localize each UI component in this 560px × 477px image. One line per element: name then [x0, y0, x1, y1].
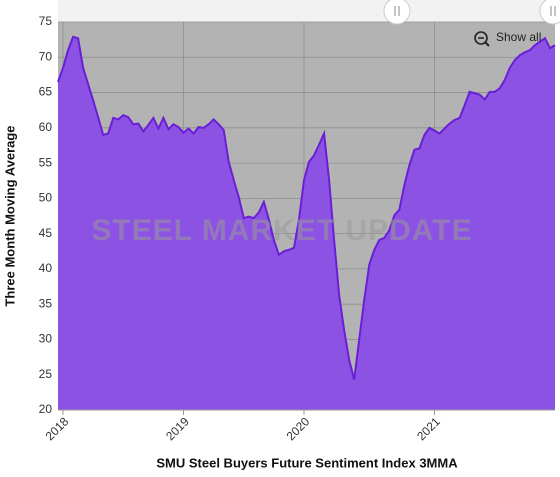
y-tick-label: 55 [39, 155, 53, 169]
y-axis-title: Three Month Moving Average [2, 125, 17, 306]
y-tick-label: 75 [39, 14, 53, 28]
show-all-button[interactable]: Show all [474, 30, 541, 47]
y-tick-label: 65 [39, 85, 53, 99]
navigator-handle[interactable] [383, 0, 411, 25]
y-tick-label: 50 [39, 191, 53, 205]
line [57, 35, 556, 380]
x-tick-label: 2019 [163, 414, 192, 443]
button-label[interactable]: Show all [496, 30, 541, 44]
x-axis-title: SMU Steel Buyers Future Sentiment Index … [156, 455, 458, 470]
watermark: STEEL MARKET UPDATE [91, 214, 472, 247]
navigator-handle[interactable] [539, 0, 560, 25]
y-tick-label: 25 [39, 367, 53, 381]
x-tick-label: 2020 [284, 414, 313, 443]
x-tick-label: 2018 [43, 414, 72, 443]
y-tick-label: 70 [39, 49, 53, 63]
y-tick-label: 60 [39, 120, 53, 134]
y-tick-label: 45 [39, 226, 53, 240]
zoom-icon [474, 31, 488, 45]
x-tick-label: 2021 [414, 414, 443, 443]
zoom-icon [484, 41, 490, 47]
area [58, 36, 555, 411]
y-tick-label: 20 [39, 402, 53, 416]
y-tick-label: 35 [39, 296, 53, 310]
y-tick-label: 40 [39, 261, 53, 275]
marks [57, 35, 556, 411]
y-tick-label: 30 [39, 332, 53, 346]
navigator [58, 0, 555, 22]
